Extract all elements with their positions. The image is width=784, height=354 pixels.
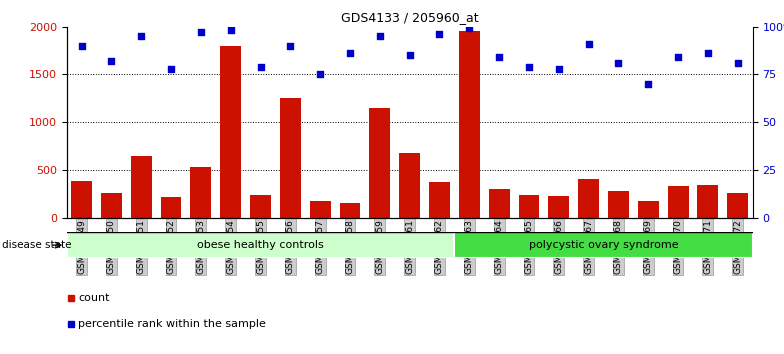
Bar [638,201,659,218]
Text: count: count [78,292,110,303]
Text: disease state: disease state [2,240,71,250]
Point [731,60,744,66]
Point [254,64,267,69]
Point [583,41,595,47]
Bar [668,186,688,218]
Bar [339,203,361,218]
Bar [220,46,241,218]
Point [672,54,684,60]
Bar [548,196,569,218]
Bar [161,197,181,218]
Bar [455,232,753,258]
Bar [101,193,122,218]
Bar [578,178,599,218]
Text: polycystic ovary syndrome: polycystic ovary syndrome [528,240,678,250]
Point [75,43,88,48]
Point [463,25,476,31]
Bar [698,185,718,218]
Bar [459,32,480,218]
Bar [280,98,301,218]
Bar [429,182,450,218]
Point [314,72,326,77]
Point [373,33,386,39]
Point [702,51,714,56]
Point [523,64,535,69]
Point [135,33,147,39]
Point [224,28,237,33]
Bar [728,193,748,218]
Text: percentile rank within the sample: percentile rank within the sample [78,319,267,329]
Bar [399,153,420,218]
Bar [250,195,271,218]
Point [194,29,207,35]
Bar [191,167,212,218]
Bar [488,189,510,218]
Point [284,43,296,48]
Bar [369,108,390,218]
Bar [71,181,92,218]
Bar [310,201,331,218]
Text: GDS4133 / 205960_at: GDS4133 / 205960_at [341,11,478,24]
Point [493,54,506,60]
Point [165,66,177,72]
Point [612,60,625,66]
Bar [131,156,151,218]
Bar [67,232,455,258]
Point [105,58,118,64]
Bar [608,191,629,218]
Point [434,32,446,37]
Bar [518,195,539,218]
Text: obese healthy controls: obese healthy controls [197,240,324,250]
Point [553,66,565,72]
Point [642,81,655,87]
Point [343,51,356,56]
Point [403,52,416,58]
